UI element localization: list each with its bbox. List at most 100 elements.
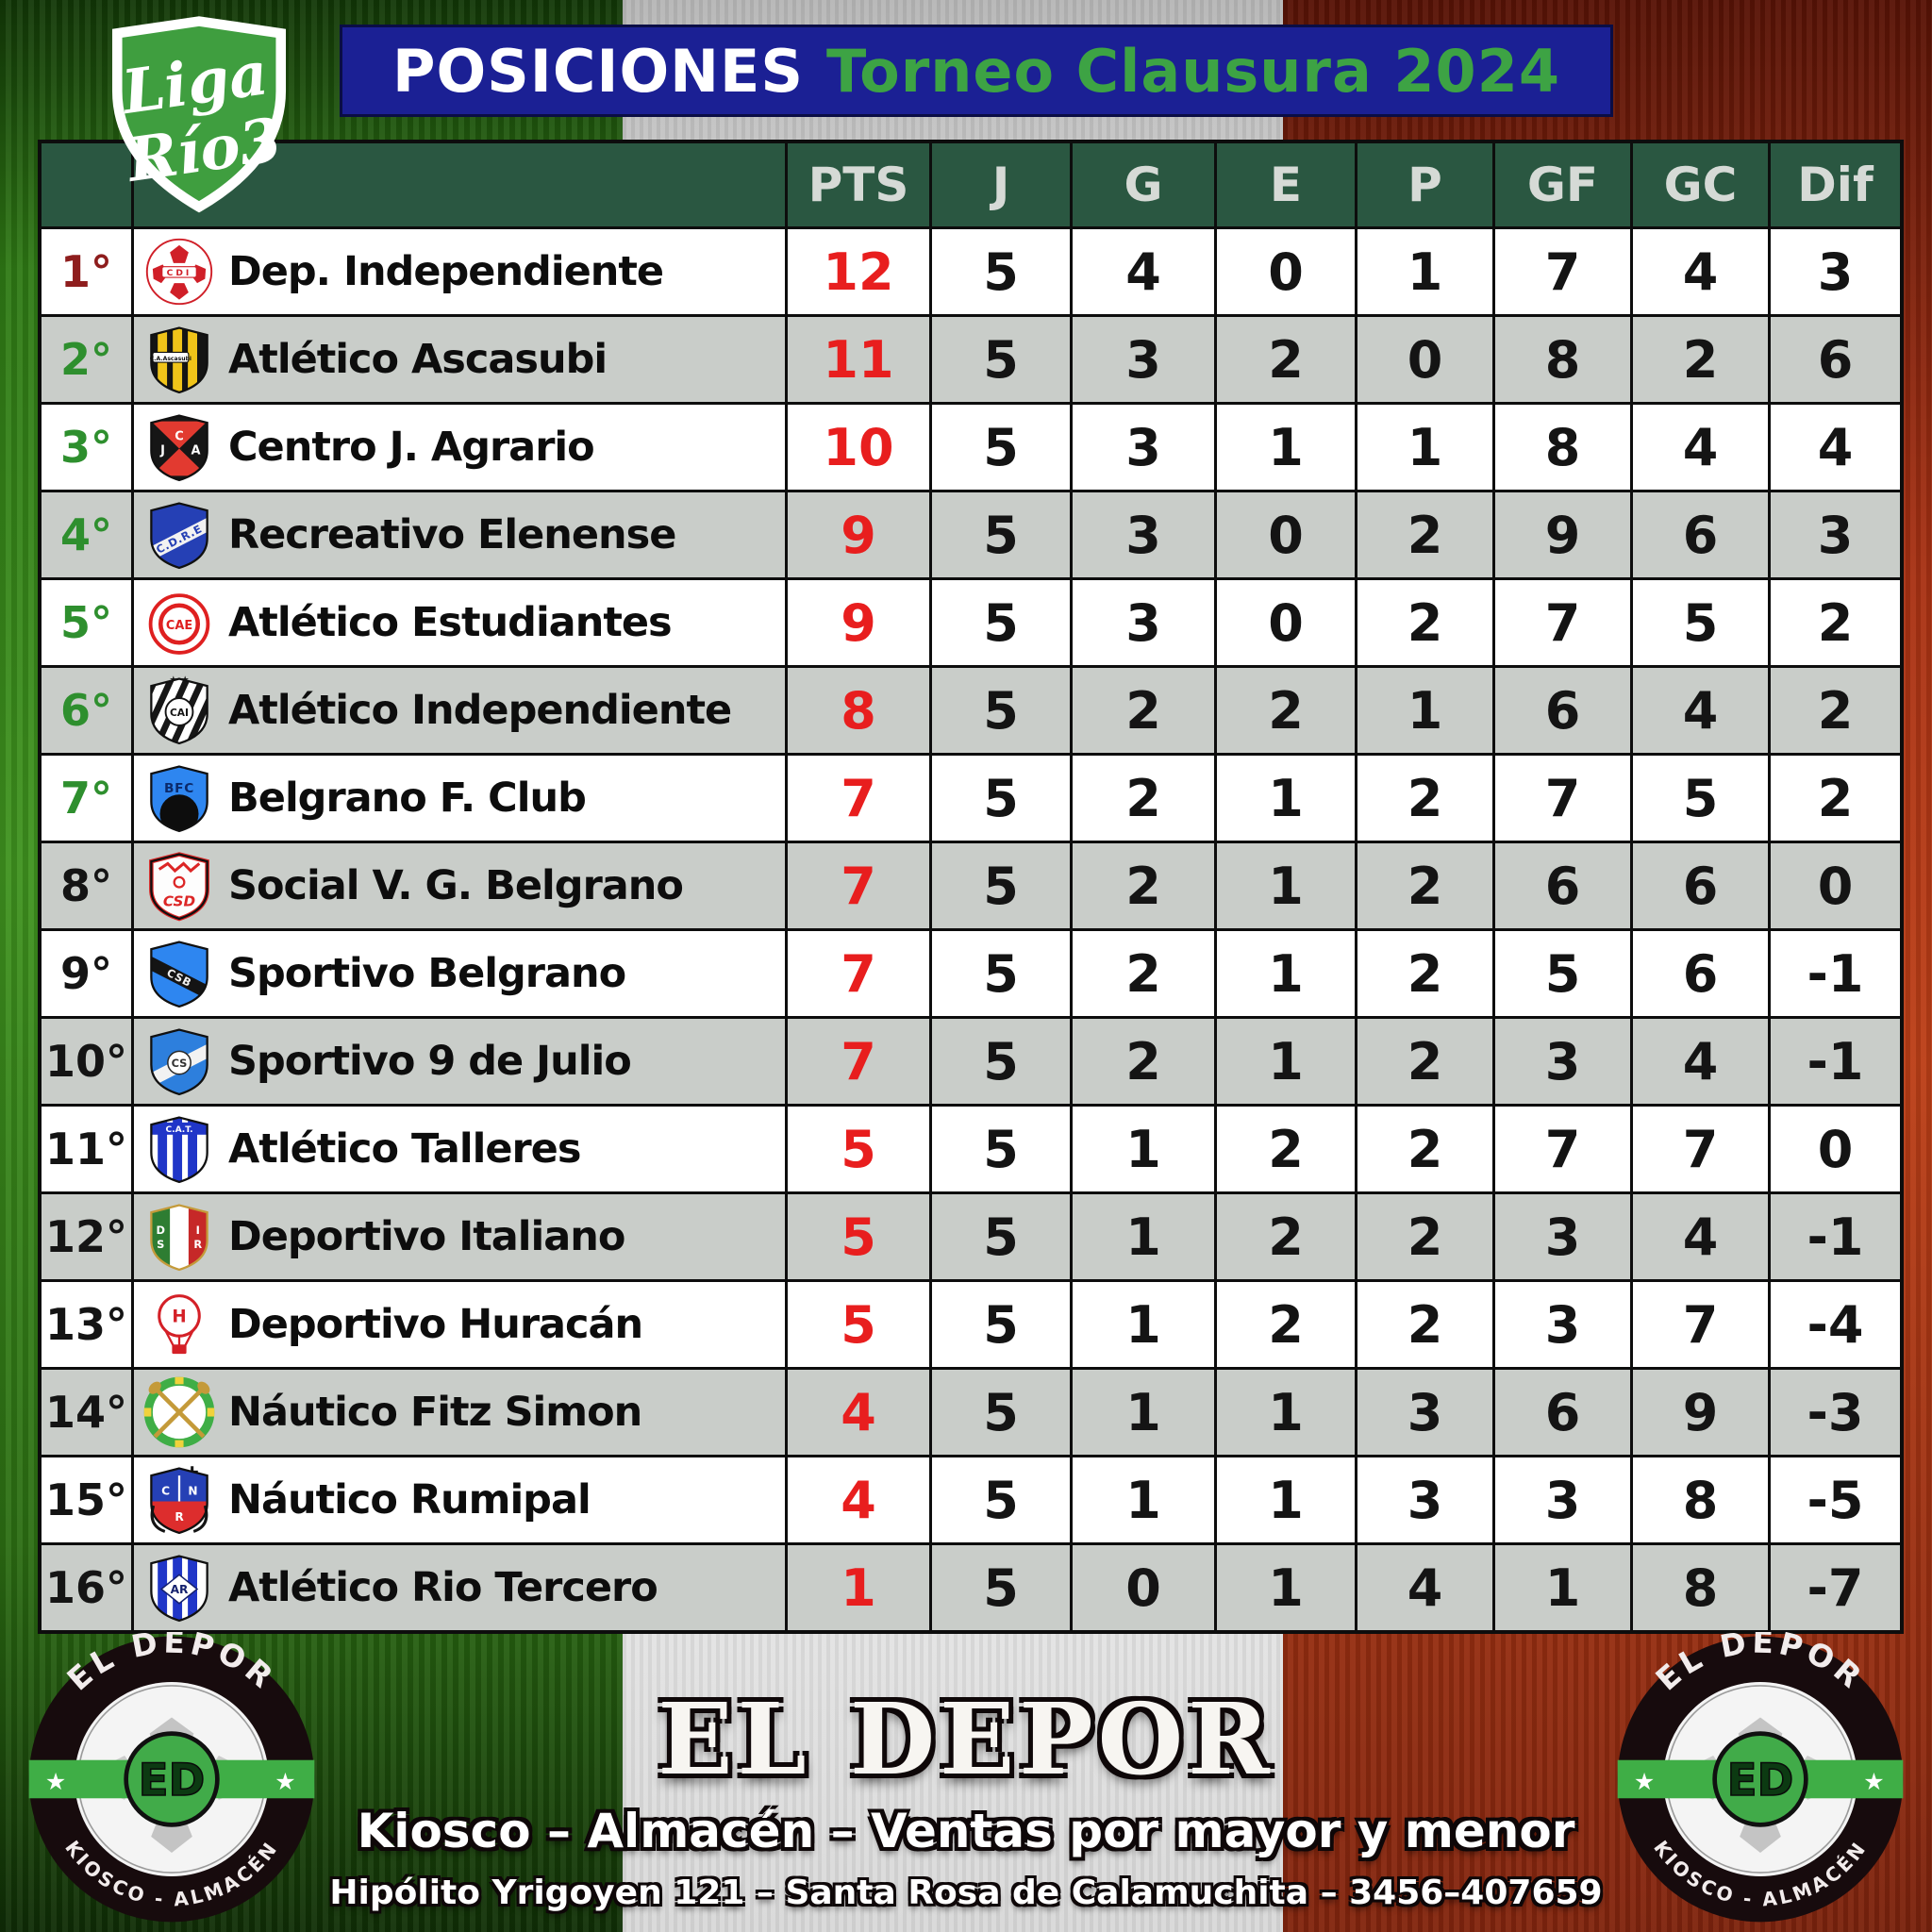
goals-against-cell: 8 [1633,1457,1768,1542]
drawn-cell: 2 [1217,317,1355,402]
goal-diff-cell: -5 [1771,1457,1900,1542]
team-logo: CSB [143,938,215,1009]
team-logo: C.A.Ascasubi [143,324,215,395]
team-cell: C.A.T. Atlético Talleres [134,1107,785,1191]
team-logo: ★ ★CAI [143,675,215,746]
position-cell: 2° [42,317,131,402]
won-cell: 2 [1073,756,1214,841]
goal-diff-cell: -1 [1771,1019,1900,1104]
won-cell: 4 [1073,229,1214,314]
svg-text:S: S [157,1238,164,1251]
svg-text:CAE: CAE [166,619,192,633]
pts-cell: 5 [788,1107,929,1191]
svg-text:AR: AR [171,1583,189,1596]
goals-against-cell: 6 [1633,492,1768,577]
svg-text:R: R [193,1238,202,1251]
team-logo: BFC [143,762,215,834]
drawn-cell: 0 [1217,229,1355,314]
won-cell: 1 [1073,1194,1214,1279]
drawn-cell: 2 [1217,1107,1355,1191]
team-name: Dep. Independiente [228,248,664,295]
played-cell: 5 [932,1019,1070,1104]
svg-text:D: D [157,1224,165,1237]
shop-name: EL DEPOR [658,1681,1274,1797]
drawn-cell: 2 [1217,1194,1355,1279]
goals-for-cell: 3 [1495,1194,1630,1279]
liga-rio3-logo: Liga Río3 [111,16,287,213]
svg-text:R: R [175,1510,184,1524]
lost-cell: 2 [1357,1194,1492,1279]
drawn-cell: 1 [1217,1370,1355,1455]
played-cell: 5 [932,405,1070,490]
goal-diff-cell: 2 [1771,580,1900,665]
pts-cell: 7 [788,1019,929,1104]
team-name: Sportivo Belgrano [228,950,626,997]
team-logo: CS [143,1025,215,1097]
position-cell: 14° [42,1370,131,1455]
svg-text:CDI: CDI [167,269,192,278]
svg-text:I: I [196,1224,200,1237]
lost-cell: 2 [1357,756,1492,841]
team-logo: H [143,1289,215,1360]
pts-cell: 9 [788,492,929,577]
team-name: Social V. G. Belgrano [228,862,684,909]
played-cell: 5 [932,317,1070,402]
team-name: Centro J. Agrario [228,424,595,471]
header-j: J [932,143,1070,226]
header-gc: GC [1633,143,1768,226]
position-cell: 15° [42,1457,131,1542]
position-cell: 11° [42,1107,131,1191]
team-name: Atlético Rio Tercero [228,1564,658,1611]
goal-diff-cell: -7 [1771,1545,1900,1630]
svg-text:C: C [161,1485,170,1498]
won-cell: 2 [1073,843,1214,928]
drawn-cell: 1 [1217,931,1355,1016]
goals-for-cell: 8 [1495,405,1630,490]
goal-diff-cell: 6 [1771,317,1900,402]
shop-address-phone: Hipólito Yrigoyen 121 – Santa Rosa de Ca… [329,1874,1603,1912]
pts-cell: 5 [788,1194,929,1279]
played-cell: 5 [932,1457,1070,1542]
goal-diff-cell: 2 [1771,756,1900,841]
played-cell: 5 [932,756,1070,841]
team-logo: CSD [143,850,215,922]
drawn-cell: 1 [1217,1457,1355,1542]
won-cell: 2 [1073,668,1214,753]
goals-for-cell: 7 [1495,580,1630,665]
team-name: Atlético Ascasubi [228,336,608,383]
lost-cell: 2 [1357,492,1492,577]
won-cell: 0 [1073,1545,1214,1630]
team-cell: Náutico Fitz Simon [134,1370,785,1455]
position-cell: 8° [42,843,131,928]
pts-cell: 9 [788,580,929,665]
played-cell: 5 [932,492,1070,577]
team-logo: CDI [143,236,215,308]
goals-against-cell: 9 [1633,1370,1768,1455]
goals-for-cell: 3 [1495,1019,1630,1104]
position-cell: 10° [42,1019,131,1104]
goals-against-cell: 4 [1633,1019,1768,1104]
team-cell: C J A Centro J. Agrario [134,405,785,490]
team-cell: BFC Belgrano F. Club [134,756,785,841]
goals-for-cell: 7 [1495,229,1630,314]
shop-services: Kiosco – Almacén – Ventas por mayor y me… [357,1804,1575,1858]
svg-text:A: A [191,444,200,458]
won-cell: 2 [1073,1019,1214,1104]
drawn-cell: 2 [1217,668,1355,753]
goal-diff-cell: 0 [1771,843,1900,928]
won-cell: 1 [1073,1107,1214,1191]
team-logo: C.A.T. [143,1113,215,1185]
goals-for-cell: 8 [1495,317,1630,402]
won-cell: 3 [1073,317,1214,402]
lost-cell: 2 [1357,1282,1492,1367]
pts-cell: 12 [788,229,929,314]
team-cell: C.A.Ascasubi Atlético Ascasubi [134,317,785,402]
goals-for-cell: 7 [1495,756,1630,841]
goals-against-cell: 5 [1633,756,1768,841]
team-cell: D S I R Deportivo Italiano [134,1194,785,1279]
drawn-cell: 2 [1217,1282,1355,1367]
goals-against-cell: 7 [1633,1282,1768,1367]
